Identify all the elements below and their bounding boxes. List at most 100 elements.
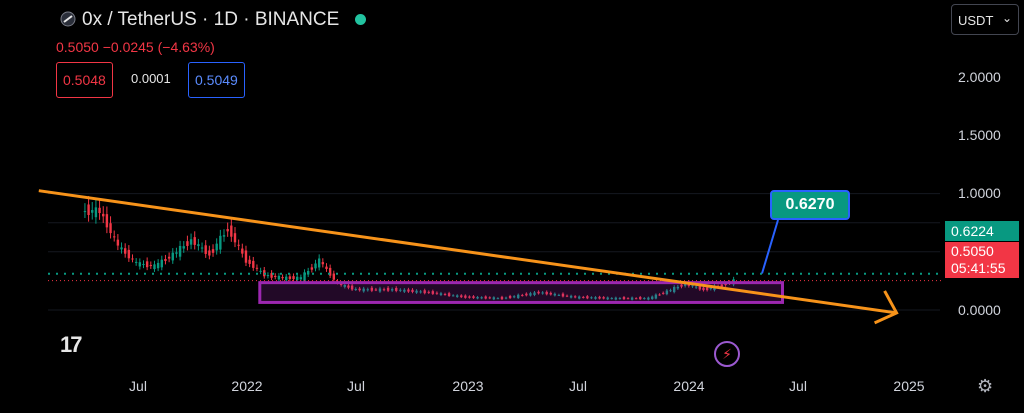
candle-body xyxy=(427,291,430,293)
candle-body xyxy=(598,296,601,299)
candle-body xyxy=(662,292,665,294)
candle-body xyxy=(480,297,483,299)
candle-body xyxy=(443,294,447,296)
candle-body xyxy=(164,259,167,261)
candle-body xyxy=(500,296,504,300)
candle-body xyxy=(622,297,626,300)
candle-body xyxy=(178,245,182,257)
time-axis-tick: Jul xyxy=(129,378,147,394)
candle-body xyxy=(127,249,131,259)
candle-body xyxy=(288,276,292,279)
candle-body xyxy=(669,290,672,292)
candle-body xyxy=(314,263,317,269)
candle-body xyxy=(665,290,669,295)
candle-body xyxy=(382,289,386,291)
candle-body xyxy=(350,285,354,290)
candle-body xyxy=(142,264,145,266)
last-price-tag: 0.5050 05:41:55 xyxy=(945,242,1019,278)
candle-body xyxy=(153,264,156,270)
candle-body xyxy=(116,239,120,246)
candle-body xyxy=(266,275,270,277)
candle-body xyxy=(175,252,178,254)
chart-title: 0x / TetherUS · 1D · BINANCE xyxy=(82,9,340,30)
sell-button[interactable]: 0.5048 xyxy=(56,62,113,98)
candle-body xyxy=(277,275,281,280)
candle-body xyxy=(557,294,561,296)
candle-body xyxy=(647,297,650,300)
candle-body xyxy=(310,267,314,270)
candle-body xyxy=(285,276,288,281)
candle-body xyxy=(537,291,540,294)
candle-body xyxy=(504,297,508,299)
candle-body xyxy=(683,283,687,286)
candle-body xyxy=(407,289,410,292)
candle-body xyxy=(208,250,211,256)
candle-body xyxy=(415,290,418,293)
candle-body xyxy=(521,295,524,297)
arrow-head-icon xyxy=(873,290,899,325)
candle-body xyxy=(419,291,422,293)
candle-body xyxy=(464,295,467,298)
settings-icon[interactable]: ⚙ xyxy=(977,376,994,396)
currency-select[interactable]: USDT ⌄ xyxy=(951,4,1019,35)
candle-body xyxy=(680,284,683,287)
price-axis-tick: 2.0000 xyxy=(958,69,1001,85)
candle-body xyxy=(533,292,536,296)
candle-body xyxy=(512,296,516,298)
candle-body xyxy=(354,288,357,290)
candle-body xyxy=(94,207,98,218)
flash-icon[interactable]: ⚡ xyxy=(714,341,740,367)
candle-body xyxy=(197,244,200,247)
candle-body xyxy=(149,265,153,267)
candle-body xyxy=(658,294,661,296)
range-rectangle[interactable] xyxy=(258,281,784,304)
candle-body xyxy=(299,277,303,280)
candle-body xyxy=(573,296,577,298)
candle-body xyxy=(439,293,443,296)
callout-pointer xyxy=(761,219,779,274)
current-price: 0.5050 xyxy=(56,39,99,55)
candle-body xyxy=(569,295,573,298)
spread-value: 0.0001 xyxy=(131,71,171,86)
candle-body xyxy=(343,285,346,287)
candle-body xyxy=(508,295,512,299)
candle-body xyxy=(594,297,597,299)
trendline[interactable] xyxy=(38,189,897,315)
candle-body xyxy=(606,297,609,300)
candle-body xyxy=(160,259,163,268)
candle-body xyxy=(204,245,207,254)
candle-body xyxy=(274,275,277,278)
candle-body xyxy=(472,296,475,299)
chevron-down-icon: ⌄ xyxy=(1001,11,1012,25)
candle-body xyxy=(325,266,328,269)
candle-body xyxy=(672,287,676,293)
candle-body xyxy=(549,292,552,295)
candle-body xyxy=(403,289,406,292)
candle-body xyxy=(102,213,105,217)
price-change: −0.0245 (−4.63%) xyxy=(102,39,215,55)
candle-body xyxy=(724,283,727,286)
candle-body xyxy=(484,296,487,299)
candle-body xyxy=(113,236,116,238)
buy-button[interactable]: 0.5049 xyxy=(188,62,245,98)
candle-body xyxy=(525,293,528,296)
candle-body xyxy=(654,294,658,299)
price-callout[interactable]: 0.6270 xyxy=(770,190,850,220)
candle-body xyxy=(91,210,94,213)
candle-body xyxy=(222,235,226,237)
tradingview-logo-icon: 17 xyxy=(60,332,83,357)
candle-body xyxy=(362,288,365,292)
candle-body xyxy=(200,247,204,249)
market-open-dot-icon xyxy=(355,14,366,25)
candle-body xyxy=(702,287,705,291)
last-price-value: 0.5050 xyxy=(951,243,994,259)
candle-body xyxy=(561,293,565,297)
candle-body xyxy=(676,286,680,289)
candle-body xyxy=(321,262,325,265)
currency-label: USDT xyxy=(958,13,994,28)
candle-body xyxy=(691,285,694,287)
time-axis-tick: 2024 xyxy=(673,378,705,394)
time-axis-tick: 2025 xyxy=(893,378,925,394)
candle-body xyxy=(586,296,589,299)
